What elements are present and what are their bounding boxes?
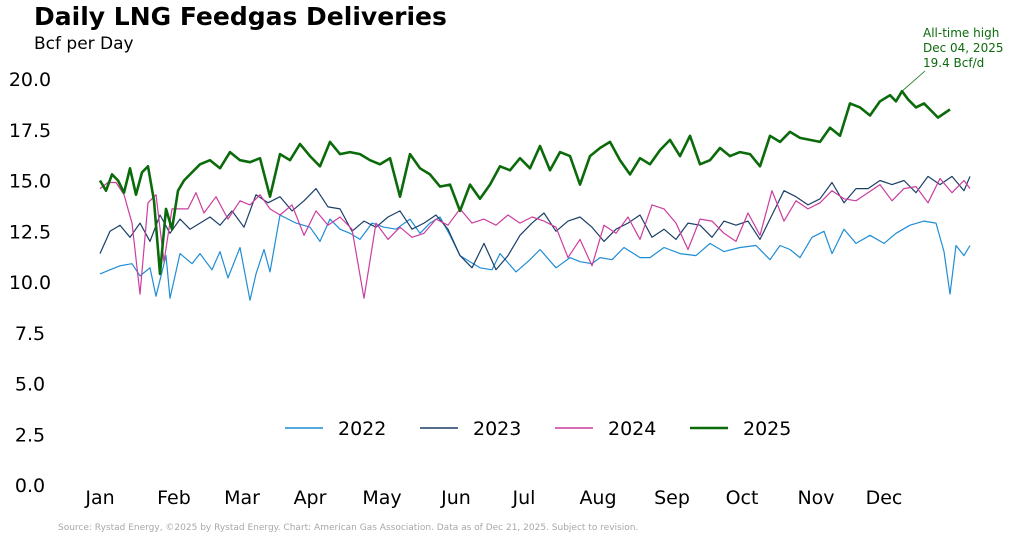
- x-tick-label-may: May: [362, 487, 401, 509]
- y-tick-label: 17.5: [9, 120, 51, 142]
- x-tick-label-dec: Dec: [866, 487, 903, 509]
- y-tick-label: 12.5: [9, 221, 51, 243]
- y-tick-label: 2.5: [15, 424, 45, 446]
- series-line-2023: [99, 175, 971, 271]
- y-tick-label: 7.5: [15, 323, 45, 345]
- y-tick-label: 10.0: [9, 272, 51, 294]
- y-tick-label: 20.0: [9, 69, 51, 91]
- x-tick-label-sep: Sep: [654, 487, 690, 509]
- x-tick-label-apr: Apr: [294, 487, 327, 509]
- x-tick-label-jan: Jan: [84, 487, 114, 509]
- annotation-text: 19.4 Bcf/d: [923, 56, 984, 70]
- x-tick-label-aug: Aug: [579, 487, 616, 509]
- legend-label-2025: 2025: [743, 418, 791, 440]
- x-tick-label-mar: Mar: [224, 487, 260, 509]
- y-tick-label: 0.0: [15, 475, 45, 497]
- source-note: Source: Rystad Energy, ©2025 by Rystad E…: [58, 523, 639, 533]
- chart-subtitle: Bcf per Day: [34, 34, 134, 54]
- legend-label-2024: 2024: [608, 418, 656, 440]
- legend: 2022 2023 2024 2025: [285, 418, 791, 440]
- legend-label-2023: 2023: [473, 418, 521, 440]
- x-tick-label-nov: Nov: [797, 487, 834, 509]
- annotation-text: Dec 04, 2025: [923, 41, 1003, 55]
- series-layer: [98, 89, 971, 301]
- x-tick-label-oct: Oct: [726, 487, 759, 509]
- series-line-2024: [99, 177, 971, 299]
- x-tick-label-jun: Jun: [440, 487, 471, 509]
- chart-title: Daily LNG Feedgas Deliveries: [34, 2, 447, 31]
- annotation-text: All-time high: [923, 26, 999, 40]
- x-tick-label-feb: Feb: [157, 487, 191, 509]
- y-axis: 0.0 2.5 5.0 7.5 10.0 12.5 15.0 17.5 20.0: [9, 69, 51, 497]
- annotation-pointer: [901, 70, 926, 92]
- y-tick-label: 15.0: [9, 171, 51, 193]
- series-line-2022: [99, 214, 971, 301]
- x-tick-label-jul: Jul: [512, 487, 536, 509]
- x-axis: Jan Feb Mar Apr May Jun Jul Aug Sep Oct Nov Dec: [84, 487, 902, 509]
- y-tick-label: 5.0: [15, 374, 45, 396]
- series-line-2025: [98, 89, 951, 276]
- legend-label-2022: 2022: [338, 418, 386, 440]
